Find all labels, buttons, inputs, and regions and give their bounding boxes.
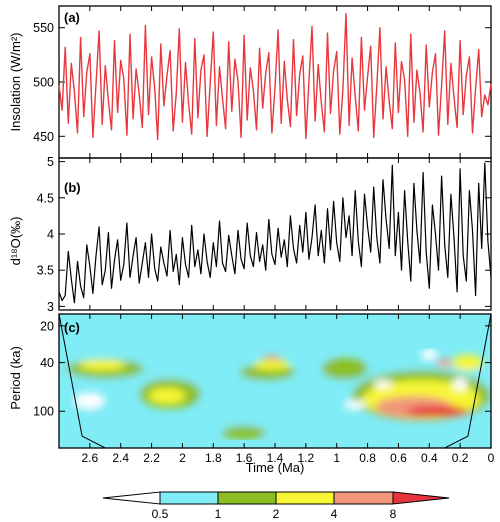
wavelet-panel: 20 40 100 2.6 2.4 2.2 2 1.8 1.6 1.4 1.2 1 0.8 0.6 0.4 0…: [8, 313, 495, 475]
colorbar-label: 4: [331, 507, 338, 521]
power-region-22: [406, 405, 468, 417]
time-xtick-label: 0.4: [421, 451, 438, 465]
time-xtick-label: 1.6: [236, 451, 253, 465]
colorbar-segment-3: [275, 491, 335, 505]
time-xtick-label: 1.2: [298, 451, 315, 465]
insolation-panel: 450 500 550 (a) Insolation (W/m²): [8, 5, 492, 159]
insolation-ytick-label: 450: [33, 130, 54, 144]
colorbar-label: 8: [390, 507, 397, 521]
d18o-line-0: [58, 162, 492, 304]
period-ytick-label: 20: [40, 319, 54, 333]
power-region-23: [373, 379, 393, 389]
power-region-15: [148, 387, 186, 405]
colorbar: 0.5 1 2 4 8: [102, 491, 450, 521]
wavelet-power-contours: [59, 314, 491, 448]
time-xtick-label: 0: [488, 451, 495, 465]
d18o-panel: 3 3.5 4 4.5 5 (b) d¹⁸O(‰): [8, 155, 492, 314]
d18o-panel-label: (b): [64, 180, 81, 195]
colorbar-label: 2: [273, 507, 280, 521]
time-xtick-label: 2.4: [112, 451, 129, 465]
d18o-ytick-label: 4: [47, 228, 54, 242]
time-xtick-label: 0.8: [359, 451, 376, 465]
time-xtick-label: 0.2: [452, 451, 469, 465]
time-xtick-label: 0.6: [390, 451, 407, 465]
insolation-line-0: [58, 12, 492, 141]
insolation-ylabel: Insolation (W/m²): [8, 33, 23, 132]
colorbar-segment-4: [333, 491, 394, 505]
power-region-4: [208, 377, 265, 421]
d18o-ytick-label: 3.5: [37, 264, 54, 278]
d18o-ytick-label: 5: [47, 155, 54, 169]
power-region-18: [452, 354, 484, 371]
d18o-series: [58, 162, 492, 304]
power-region-13: [321, 358, 368, 380]
cone-of-influence: [59, 314, 491, 448]
time-xlabel: Time (Ma): [246, 460, 305, 475]
insolation-panel-label: (a): [64, 10, 80, 25]
period-ytick-label: 40: [40, 356, 54, 370]
power-region-19: [262, 355, 282, 362]
d18o-ytick-label: 4.5: [37, 191, 54, 205]
colorbar-label: 0.5: [152, 507, 169, 521]
d18o-plot-frame: [58, 157, 492, 311]
time-xtick-label: 1.4: [267, 451, 284, 465]
colorbar-segment-2: [217, 491, 277, 505]
time-xtick-label: 1.8: [205, 451, 222, 465]
power-region-16: [253, 360, 291, 371]
power-region-21: [437, 358, 453, 367]
insolation-ticks: 450 500 550: [33, 6, 492, 158]
insolation-ytick-label: 550: [33, 21, 54, 35]
time-xtick-label: 2.6: [82, 451, 99, 465]
time-xtick-label: 1: [333, 451, 340, 465]
colorbar-segment-0: [102, 491, 161, 505]
period-ylabel: Period (ka): [8, 346, 23, 410]
d18o-ytick-label: 3: [47, 300, 54, 314]
insolation-ytick-label: 500: [33, 76, 54, 90]
power-region-27: [74, 392, 106, 409]
colorbar-segment-5: [392, 491, 450, 505]
d18o-ticks: 3 3.5 4 4.5 5: [37, 155, 492, 314]
time-xtick-label: 2.2: [143, 451, 160, 465]
insolation-series: [58, 12, 492, 141]
power-region-14: [79, 359, 126, 371]
d18o-ylabel: d¹⁸O(‰): [8, 217, 23, 266]
power-region-24: [344, 400, 367, 409]
power-region-25: [452, 377, 468, 391]
time-xtick-label: 2: [179, 451, 186, 465]
power-region-26: [421, 348, 437, 360]
period-ytick-label: 100: [33, 405, 54, 419]
colorbar-segment-1: [159, 491, 219, 505]
colorbar-label: 1: [215, 507, 222, 521]
wavelet-panel-label: (c): [64, 320, 80, 335]
power-region-11: [222, 425, 266, 440]
wavelet-ticks: 20 40 100 2.6 2.4 2.2 2 1.8 1.6 1.4 1.2 1 0.8 0.6 0.4 0…: [33, 314, 495, 465]
